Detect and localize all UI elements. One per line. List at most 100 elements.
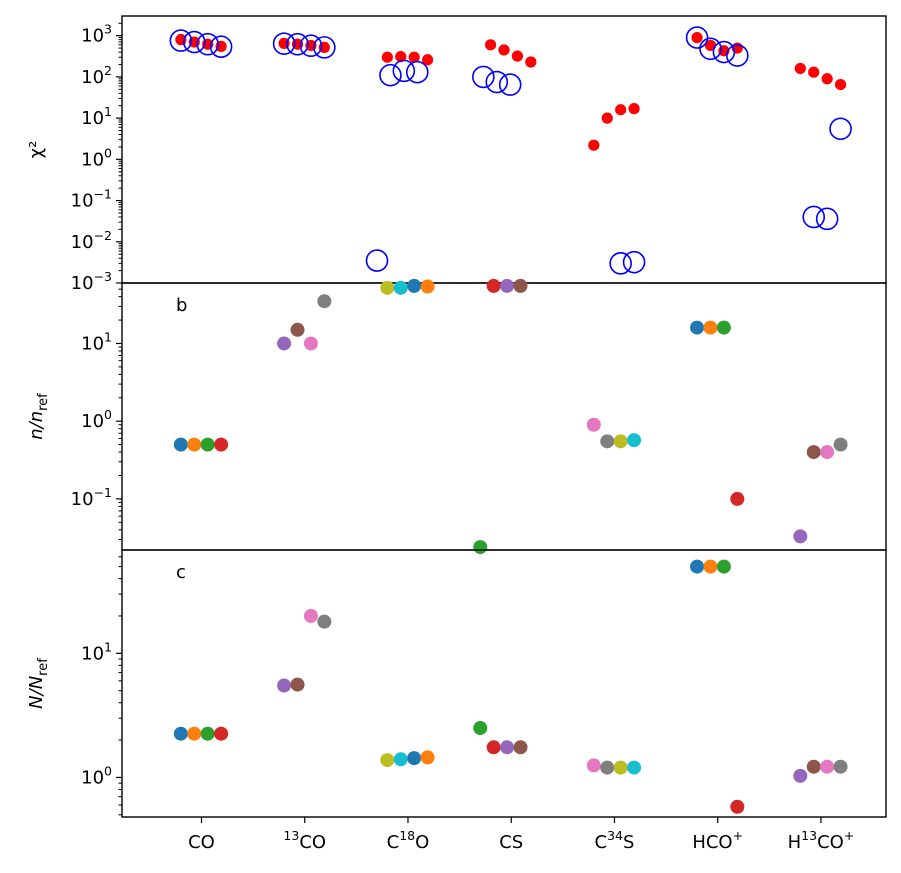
data-point <box>833 437 848 452</box>
data-point <box>703 559 718 574</box>
panel-label: b <box>176 295 187 316</box>
data-point <box>627 433 642 448</box>
open-circle-point <box>405 60 429 84</box>
data-point <box>703 320 718 335</box>
panel-b: 101 100 10−1 b n/nref <box>26 278 887 555</box>
open-circle-point <box>379 63 402 87</box>
y-axis-label: N/Nref <box>26 658 51 709</box>
x-tick-label: HCO+ <box>692 828 743 853</box>
data-point <box>187 726 202 741</box>
data-point <box>277 336 292 351</box>
data-point <box>600 760 615 775</box>
x-tick-label: CS <box>499 832 523 853</box>
data-point <box>806 445 821 460</box>
filled-circle-point <box>498 44 510 56</box>
data-point <box>716 320 731 335</box>
y-tick-label: 101 <box>81 639 112 664</box>
filled-circle-point <box>808 66 820 78</box>
data-point <box>393 280 408 295</box>
plot-frame <box>121 549 887 818</box>
data-point <box>806 759 821 774</box>
data-point <box>303 336 318 351</box>
open-circle-point <box>472 65 495 89</box>
open-circle-point <box>685 26 709 49</box>
data-point <box>627 760 642 775</box>
data-point <box>290 322 305 337</box>
data-point <box>513 740 528 755</box>
plot-frame <box>121 282 887 551</box>
data-point <box>407 278 422 293</box>
panel-c: 101 100 c N/Nref <box>26 549 887 818</box>
data-point <box>290 677 305 692</box>
minor-ticks <box>118 22 122 272</box>
filled-circle-point <box>381 51 393 63</box>
data-point <box>513 278 528 293</box>
open-circle-point <box>712 40 736 64</box>
data-point <box>214 437 229 452</box>
open-circle-point <box>299 34 323 58</box>
open-circle-point <box>182 30 206 54</box>
data-point <box>486 278 501 293</box>
data-point <box>613 434 628 449</box>
data-point <box>420 750 435 765</box>
filled-circle-point <box>628 103 640 115</box>
open-circle-point <box>209 35 233 58</box>
data-point <box>500 740 515 755</box>
y-tick-label: 10−1 <box>71 485 112 510</box>
filled-circle-point <box>834 79 847 91</box>
data-point <box>393 752 408 767</box>
y-tick-label: 100 <box>81 145 112 170</box>
x-tick-label: H13CO+ <box>788 828 855 853</box>
filled-circle-point <box>525 56 537 68</box>
filled-circle-point <box>511 50 524 62</box>
y-tick-label: 100 <box>81 407 112 432</box>
plot-frame <box>121 15 887 284</box>
open-circle-point <box>726 44 749 67</box>
data-point <box>473 721 488 736</box>
filled-circle-point <box>484 39 497 51</box>
open-circle-point <box>272 32 296 55</box>
filled-circle-point <box>691 31 703 44</box>
y-tick-label: 101 <box>81 104 112 129</box>
panel-label: c <box>176 562 186 583</box>
data-point <box>380 753 395 768</box>
y-axis-label: n/nref <box>26 393 51 440</box>
open-circle-point <box>802 205 826 229</box>
data-point <box>500 278 515 293</box>
y-axis-label: χ² <box>26 141 47 159</box>
open-circle-point <box>699 37 722 61</box>
filled-circle-point <box>601 112 613 124</box>
open-circle-point <box>829 117 852 141</box>
y-tick-label: 101 <box>81 329 112 354</box>
data-point <box>613 760 628 775</box>
data-point <box>486 740 501 755</box>
y-tick-label: 103 <box>81 22 112 47</box>
data-point <box>380 280 395 295</box>
open-circle-point <box>485 70 509 94</box>
filled-circle-point <box>408 51 420 63</box>
minor-ticks <box>118 556 122 816</box>
data-point <box>303 608 318 623</box>
data-point <box>187 437 202 452</box>
filled-circle-point <box>422 54 434 66</box>
data-point <box>317 614 332 629</box>
data-point <box>716 559 731 574</box>
open-circle-point <box>622 250 646 274</box>
data-point <box>407 751 422 766</box>
data-point <box>200 437 215 452</box>
data-point <box>730 799 745 814</box>
data-point <box>820 445 835 460</box>
data-point <box>793 529 808 544</box>
data-point <box>317 294 332 309</box>
open-circle-point <box>169 29 193 52</box>
data-point <box>586 417 601 432</box>
data-point <box>420 279 435 294</box>
filled-circle-point <box>395 51 407 63</box>
x-tick-label: C18O <box>387 828 430 853</box>
data-point <box>173 437 188 452</box>
open-circle-point <box>196 32 219 56</box>
filled-circle-point <box>821 73 833 85</box>
filled-circle-point <box>588 139 600 151</box>
filled-circle-point <box>615 104 627 116</box>
